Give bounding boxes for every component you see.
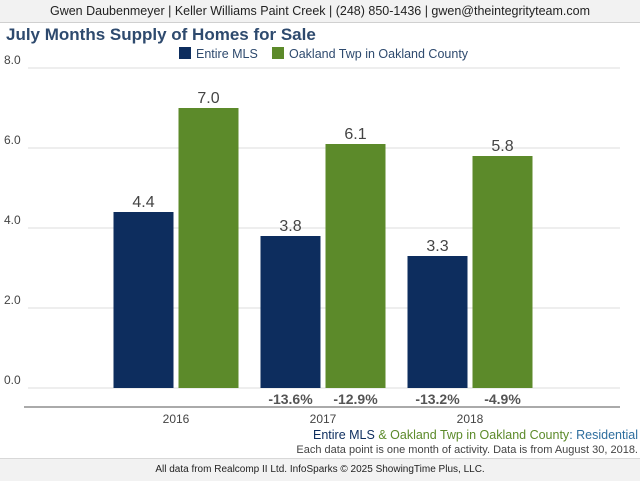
pct-change-label: -4.9% [484, 391, 521, 407]
footer-series1: Entire MLS [313, 428, 375, 442]
legend-item-entire-mls[interactable]: Entire MLS [179, 46, 258, 62]
chart-legend: Entire MLS Oakland Twp in Oakland County [0, 46, 640, 62]
x-tick-label: 2017 [310, 412, 337, 426]
x-tick-label: 2018 [457, 412, 484, 426]
footer-category: Residential [572, 428, 638, 442]
legend-item-oakland-twp[interactable]: Oakland Twp in Oakland County [272, 46, 468, 62]
agent-contact-line: Gwen Daubenmeyer | Keller Williams Paint… [49, 4, 591, 18]
data-label: 3.3 [426, 238, 448, 255]
pct-change-label: -13.6% [268, 391, 313, 407]
bar [472, 156, 533, 388]
data-label: 7.0 [197, 90, 219, 107]
legend-swatch-oakland-twp [272, 47, 284, 59]
footer-series2: Oakland Twp in Oakland County [390, 428, 570, 442]
legend-label-oakland-twp: Oakland Twp in Oakland County [289, 47, 469, 61]
source-bar: All data from Realcomp II Ltd. InfoSpark… [0, 458, 640, 481]
pct-change-label: -12.9% [333, 391, 378, 407]
y-tick-label: 6.0 [4, 133, 21, 147]
bar [260, 236, 321, 388]
footer-data-note: Each data point is one month of activity… [296, 444, 638, 456]
legend-swatch-entire-mls [179, 47, 191, 59]
x-tick-label: 2016 [163, 412, 190, 426]
source-text: All data from Realcomp II Ltd. InfoSpark… [155, 464, 485, 475]
bar [113, 212, 174, 388]
data-label: 6.1 [344, 126, 366, 143]
legend-label-entire-mls: Entire MLS [196, 47, 258, 61]
chart-title: July Months Supply of Homes for Sale [6, 25, 316, 44]
bar [325, 144, 386, 388]
footer-ampersand: & [374, 428, 391, 442]
agent-header-bar: Gwen Daubenmeyer | Keller Williams Paint… [0, 0, 640, 23]
y-tick-label: 0.0 [4, 373, 21, 387]
data-label: 5.8 [491, 138, 513, 155]
footer-series-note: Entire MLS & Oakland Twp in Oakland Coun… [313, 428, 638, 442]
footer-colon: : [569, 428, 573, 442]
bar [407, 256, 468, 388]
y-tick-label: 8.0 [4, 53, 21, 67]
bar [178, 108, 239, 388]
data-label: 3.8 [279, 218, 301, 235]
data-label: 4.4 [132, 194, 154, 211]
y-tick-label: 2.0 [4, 293, 21, 307]
y-tick-label: 4.0 [4, 213, 21, 227]
pct-change-label: -13.2% [415, 391, 460, 407]
